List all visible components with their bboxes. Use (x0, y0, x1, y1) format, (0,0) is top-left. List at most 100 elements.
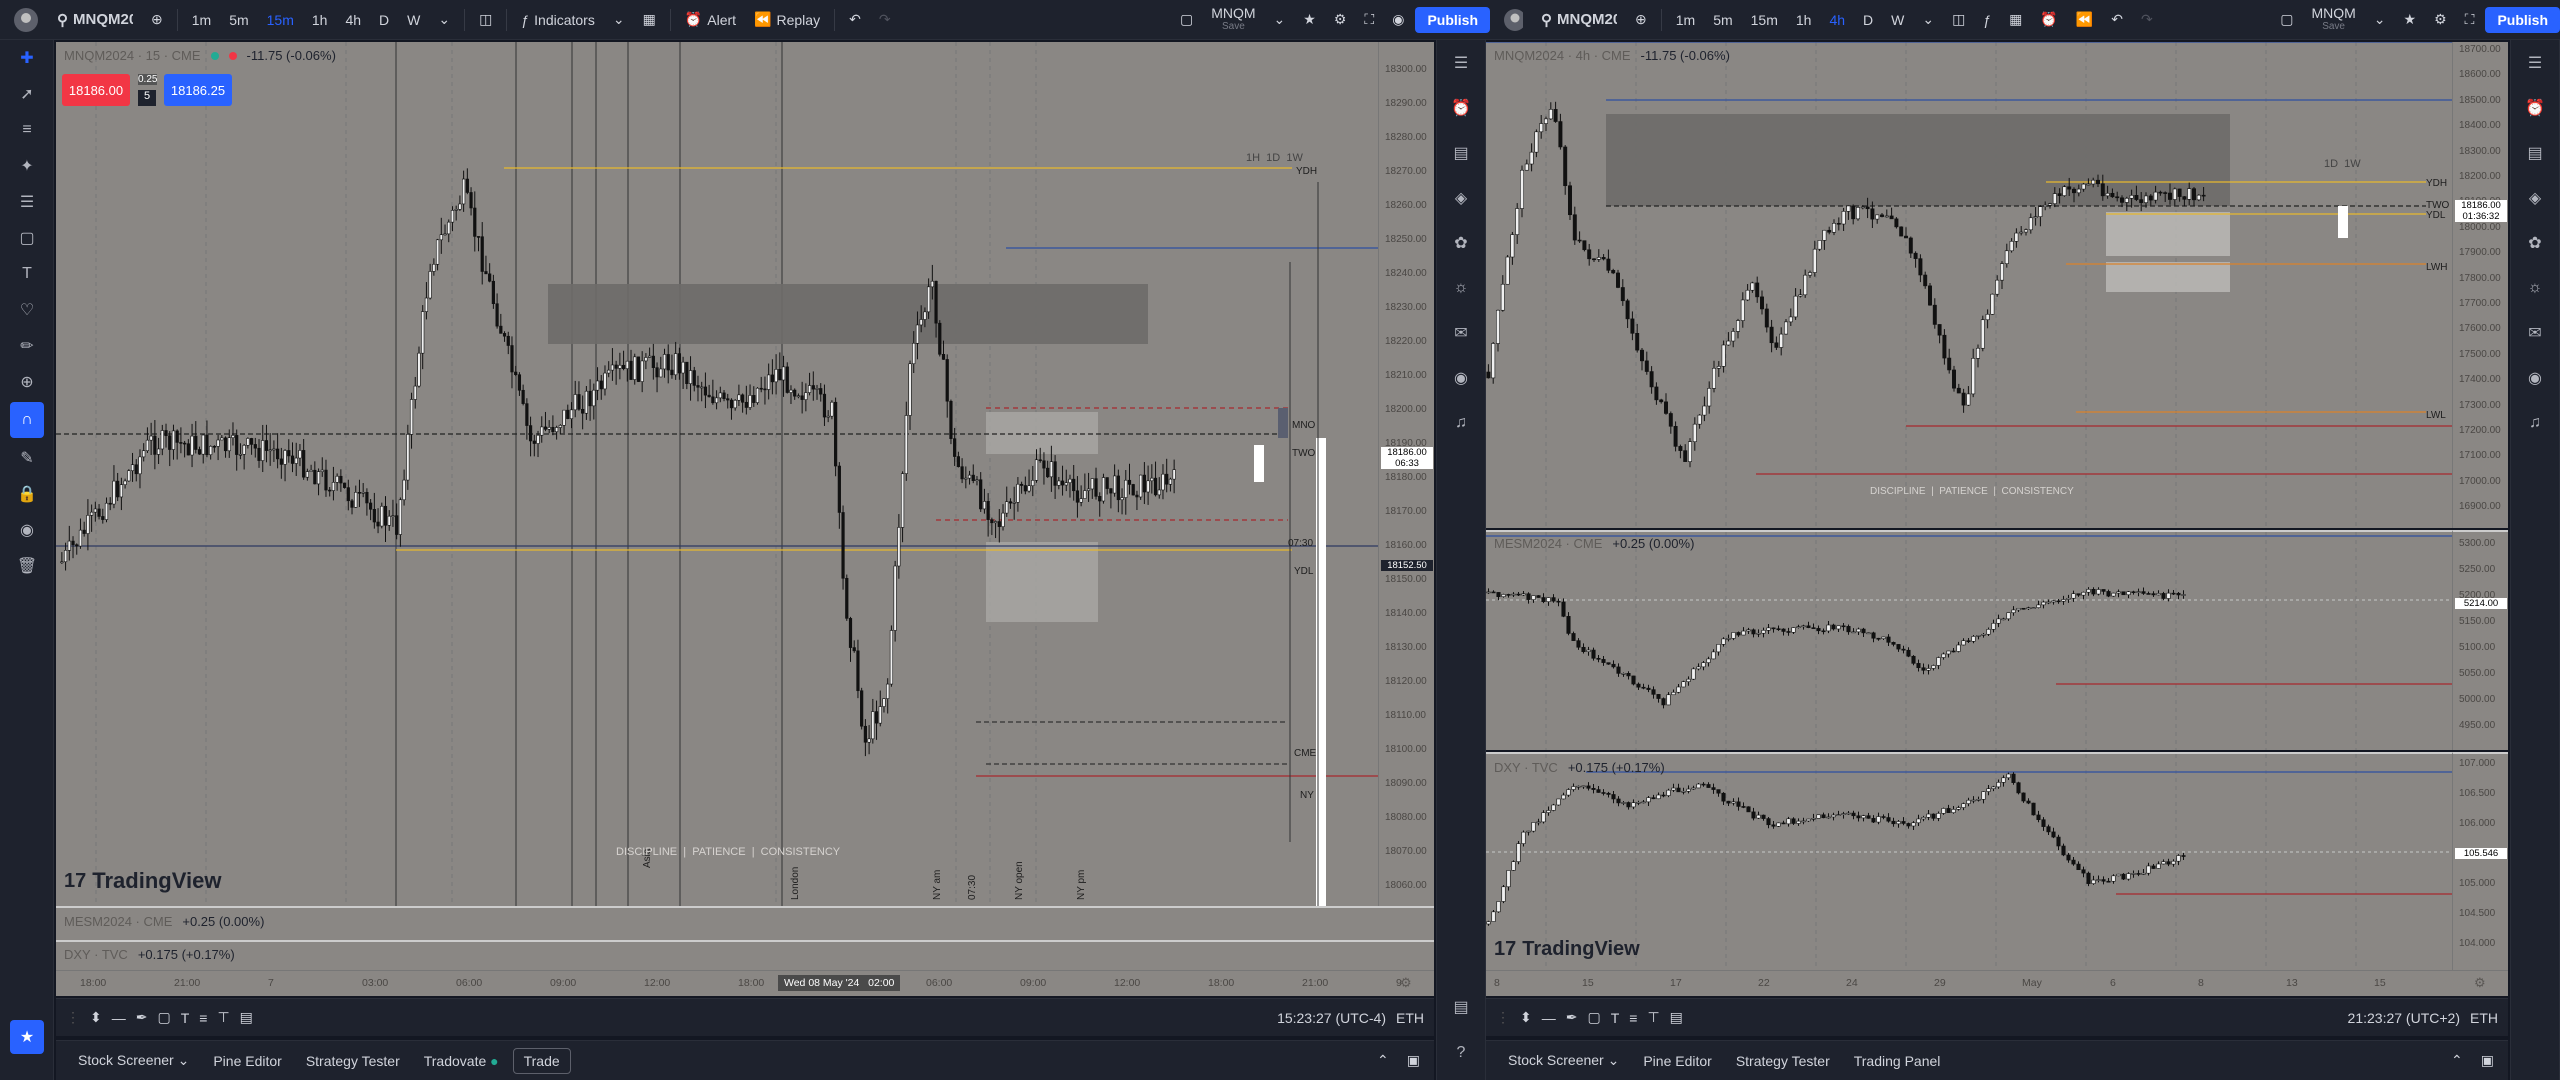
tab-trading-panel[interactable]: Trading Panel (1853, 1052, 1941, 1069)
rectangle-icon[interactable]: ▢ (1587, 1009, 1601, 1025)
layers-icon[interactable]: ◈ (2528, 189, 2542, 207)
redo-icon[interactable]: ↷ (2140, 11, 2153, 27)
clock-label[interactable]: 21:23:27 (UTC+2) (2347, 1009, 2460, 1026)
chevron-down-icon[interactable]: ⌄ (1273, 11, 1286, 27)
watchlist-icon[interactable]: ☰ (2527, 54, 2543, 72)
camera-icon[interactable]: ◉ (1392, 11, 1405, 27)
maximize-icon[interactable]: ▣ (1406, 1052, 1420, 1068)
object-tree-icon[interactable]: ▤ (1453, 144, 1469, 162)
interval-15m[interactable]: 15m (266, 11, 294, 28)
ideas-icon[interactable]: ☼ (1453, 278, 1469, 296)
chevron-down-icon[interactable]: ⌄ (438, 11, 451, 27)
chat-icon[interactable]: ✉ (2528, 324, 2542, 342)
tab-strategy-tester[interactable]: Strategy Tester (1735, 1052, 1830, 1069)
interval-5m[interactable]: 5m (229, 11, 249, 28)
notifications-icon[interactable]: ♫ (1455, 413, 1467, 431)
layout-menu[interactable]: MNQM Save (2304, 4, 2362, 36)
layout-select-icon[interactable]: ▢ (1179, 11, 1194, 27)
text-icon[interactable]: T (1610, 1009, 1620, 1026)
undo-icon[interactable]: ↶ (849, 11, 861, 27)
interval-w[interactable]: W (407, 11, 421, 28)
publish-button[interactable]: Publish (2485, 6, 2560, 33)
alarm-icon[interactable]: ⏰ (1451, 99, 1471, 117)
brush-icon[interactable]: ✒ (135, 1009, 148, 1025)
publish-button[interactable]: Publish (1415, 6, 1490, 33)
collapse-icon[interactable]: ⌃ (1377, 1052, 1389, 1068)
symbol-search[interactable]: ⚲ MNQM2024 (50, 8, 140, 32)
interval-w[interactable]: W (1891, 11, 1905, 28)
symbol-search[interactable]: ⚲ MNQM2024 (1534, 8, 1624, 32)
interval-1h[interactable]: 1h (1795, 11, 1812, 28)
magnet-icon[interactable]: ∩ (10, 402, 44, 438)
tab-strategy-tester[interactable]: Strategy Tester (305, 1052, 400, 1069)
alarm-icon[interactable]: ⏰ (2040, 11, 2058, 27)
notifications-icon[interactable]: ♫ (2529, 413, 2541, 431)
rewind-icon[interactable]: ⏪ (2075, 11, 2094, 27)
zoom-in-icon[interactable]: ⊕ (20, 374, 34, 391)
alarm-icon[interactable]: ⏰ (2525, 99, 2545, 117)
right-pane-dxy[interactable]: DXY · TVC +0.175 (+0.17%) 17 TradingView (1486, 752, 2452, 970)
calendar-icon[interactable]: ▤ (1669, 1009, 1683, 1025)
clock-label[interactable]: 15:23:27 (UTC-4) (1277, 1009, 1386, 1026)
session-label[interactable]: ETH (1396, 1009, 1424, 1026)
calendar-icon[interactable]: ▤ (1453, 998, 1469, 1016)
ruler-icon[interactable]: ✏ (20, 338, 34, 355)
cursor-icon[interactable]: ⬍ (90, 1009, 102, 1025)
mes-price-axis[interactable]: 5300.00 5250.00 5200.00 5150.00 5100.00 5050.… (2452, 530, 2508, 750)
ideas-icon[interactable]: ☼ (2527, 278, 2543, 296)
interval-15m[interactable]: 15m (1750, 11, 1778, 28)
gear-icon[interactable]: ⚙ (1333, 11, 1347, 27)
interval-4h[interactable]: 4h (1829, 11, 1846, 28)
trend-line-icon[interactable]: ➚ (20, 86, 34, 103)
shapes-icon[interactable]: ▢ (19, 230, 35, 247)
indicators-button[interactable]: ƒ Indicators (514, 9, 602, 31)
interval-1m[interactable]: 1m (191, 11, 212, 28)
sell-button[interactable]: 18186.00 (62, 74, 130, 106)
right-price-axis[interactable]: 18700.00 18600.00 18500.00 18400.00 18300.00… (2452, 42, 2508, 528)
fib-icon[interactable]: ≡ (22, 121, 32, 138)
chart-type-icon[interactable]: ◫ (479, 11, 493, 27)
replay-button[interactable]: ⏪ Replay (747, 8, 827, 31)
line-icon[interactable]: — (111, 1009, 126, 1026)
quantity-field[interactable]: 5 (138, 90, 156, 106)
watchlist-icon[interactable]: ☰ (1453, 54, 1469, 72)
forecast-icon[interactable]: ☰ (19, 194, 35, 211)
object-tree-icon[interactable]: ▤ (2527, 144, 2543, 162)
interval-d[interactable]: D (1863, 11, 1874, 28)
axis-settings-icon[interactable]: ⚙ (1400, 975, 1412, 990)
interval-1m[interactable]: 1m (1675, 11, 1696, 28)
undo-icon[interactable]: ↶ (2111, 11, 2123, 27)
fullscreen-icon[interactable]: ⛶ (1364, 11, 1375, 27)
interval-1h[interactable]: 1h (311, 11, 328, 28)
hotlist-icon[interactable]: ✿ (2528, 234, 2542, 252)
maximize-icon[interactable]: ▣ (2480, 1052, 2494, 1068)
layout-select-icon[interactable]: ▢ (2280, 11, 2294, 27)
app-logo[interactable] (1496, 5, 1530, 35)
right-pane-mes[interactable]: MESM2024 · CME +0.25 (0.00%) (1486, 530, 2452, 750)
hotlist-icon[interactable]: ✿ (1454, 234, 1468, 252)
buy-button[interactable]: 18186.25 (164, 74, 232, 106)
calendar-icon[interactable]: ▤ (239, 1009, 253, 1025)
left-time-axis[interactable]: 18:00 21:00 7 03:00 06:00 09:00 12:00 18:00 21:0… (56, 970, 1434, 996)
rectangle-icon[interactable]: ▢ (157, 1009, 171, 1025)
streams-icon[interactable]: ◉ (1454, 369, 1468, 387)
brush-icon[interactable]: ✒ (1565, 1009, 1578, 1025)
heart-icon[interactable]: ♡ (19, 302, 35, 319)
gear-icon[interactable]: ⚙ (2434, 11, 2447, 27)
layout-menu[interactable]: MNQM Save (1204, 4, 1262, 36)
chevron-down-icon[interactable]: ⌄ (612, 11, 625, 27)
session-label[interactable]: ETH (2470, 1009, 2498, 1026)
tab-stock-screener[interactable]: Stock Screener ⌄ (68, 1048, 199, 1073)
chart-type-icon[interactable]: ◫ (1952, 11, 1966, 27)
fullscreen-icon[interactable]: ⛶ (2464, 11, 2475, 27)
streams-icon[interactable]: ◉ (2528, 369, 2542, 387)
add-symbol-icon[interactable]: ⊕ (1635, 11, 1647, 27)
dxy-price-axis[interactable]: 107.000106.500106.000105.500105.000104.5… (2452, 752, 2508, 970)
favorites-star-icon[interactable]: ★ (10, 1020, 44, 1054)
left-pane-mes[interactable]: MESM2024 · CME +0.25 (0.00%) (56, 906, 1434, 940)
tab-stock-screener[interactable]: Stock Screener ⌄ (1498, 1048, 1629, 1073)
text-icon[interactable]: T (180, 1009, 190, 1026)
tab-pine-editor[interactable]: Pine Editor (1643, 1052, 1712, 1069)
axis-settings-icon[interactable]: ⚙ (2474, 975, 2486, 990)
trash-icon[interactable]: 🗑 (16, 558, 38, 575)
